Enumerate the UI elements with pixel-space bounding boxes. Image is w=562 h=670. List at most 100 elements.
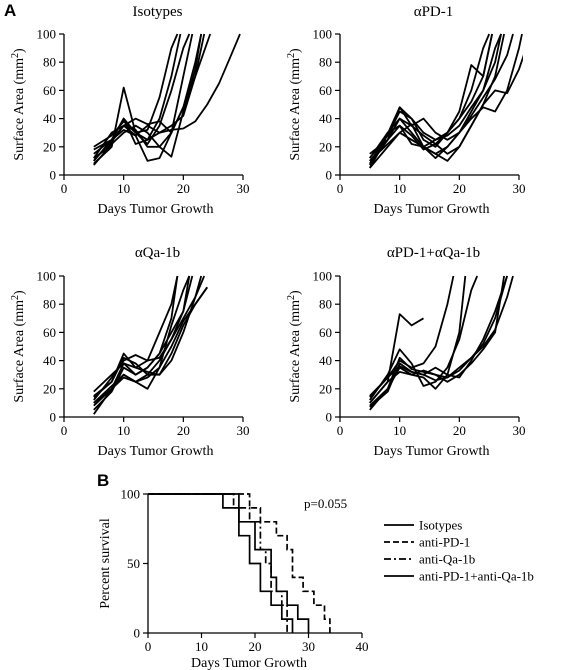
x-tick-label: 20 <box>453 181 466 196</box>
y-tick-label: 40 <box>43 353 56 368</box>
x-tick-label: 0 <box>145 639 152 654</box>
y-axis-label-superscript: 2 <box>10 295 21 300</box>
tumor-line-mouse-9 <box>369 54 523 159</box>
survival-curve-anti-pd-1-anti-qa-1b <box>148 493 310 633</box>
chart-title: Isotypes <box>133 4 183 20</box>
tumor-line-mouse-5 <box>93 275 191 411</box>
tumor-chart-isotypes: Isotypes 0 10 20 30 0 20 40 60 80 100 Days Tumor Gr… <box>10 4 250 217</box>
y-tick-label: 20 <box>43 381 56 396</box>
p-value-annotation: p=0.055 <box>304 496 347 511</box>
y-tick-label: 60 <box>43 325 56 340</box>
y-axis-label-superscript: 2 <box>10 53 21 58</box>
y-tick-label: 60 <box>43 83 56 98</box>
y-axis-label: Surface Area (mm2) <box>10 290 27 403</box>
y-tick-label: 40 <box>319 111 332 126</box>
y-axis-label-main: Surface Area (mm <box>288 58 303 161</box>
series-group <box>93 33 241 166</box>
legend-entry: Isotypes <box>419 518 462 533</box>
legend-entry: anti-PD-1+anti-Qa-1b <box>419 569 534 584</box>
y-tick-label: 60 <box>319 83 332 98</box>
x-tick-label: 0 <box>337 423 344 438</box>
legend-entry: anti-PD-1 <box>419 535 470 550</box>
y-tick-label: 20 <box>319 381 332 396</box>
y-tick-label: 80 <box>43 297 56 312</box>
x-tick-label: 0 <box>337 181 344 196</box>
tumor-line-mouse-6 <box>93 286 208 398</box>
y-tick-label: 0 <box>134 626 141 641</box>
tumor-chart-apd1: αPD-1 0 10 20 30 0 20 40 60 80 100 Days Tumor Growt… <box>286 4 526 217</box>
x-tick-label: 10 <box>117 181 130 196</box>
y-tick-label: 100 <box>313 27 333 42</box>
x-tick-label: 10 <box>393 181 406 196</box>
y-axis-label: Surface Area (mm2) <box>286 290 303 403</box>
y-axis-label-main: Surface Area (mm <box>12 300 27 403</box>
x-tick-label: 30 <box>237 181 250 196</box>
panel-b-letter: B <box>97 471 109 490</box>
x-tick-label: 20 <box>177 181 190 196</box>
y-tick-label: 100 <box>313 269 333 284</box>
x-tick-label: 20 <box>453 423 466 438</box>
y-axis-label: Surface Area (mm2) <box>10 48 27 161</box>
x-tick-label: 0 <box>61 181 68 196</box>
tumor-line-mouse-7 <box>369 275 505 404</box>
tumor-line-mouse-2 <box>93 33 191 165</box>
y-axis-label-main: Surface Area (mm <box>12 58 27 161</box>
x-axis-label: Days Tumor Growth <box>191 656 307 670</box>
x-axis-label: Days Tumor Growth <box>98 202 214 217</box>
tumor-line-mouse-8 <box>93 33 203 162</box>
y-tick-label: 0 <box>50 410 57 425</box>
panel-a-letter: A <box>4 1 16 20</box>
chart-title: αPD-1 <box>414 4 454 20</box>
y-tick-label: 80 <box>43 55 56 70</box>
y-tick-label: 80 <box>319 55 332 70</box>
y-tick-label: 60 <box>319 325 332 340</box>
x-axis-label: Days Tumor Growth <box>374 202 490 217</box>
tumor-line-mouse-7 <box>93 286 208 404</box>
tumor-line-mouse-6 <box>369 275 514 408</box>
series-group <box>369 33 523 169</box>
y-axis-label-close: ) <box>288 290 303 295</box>
y-tick-label: 40 <box>43 111 56 126</box>
x-tick-label: 30 <box>513 423 526 438</box>
series-group <box>369 275 514 411</box>
x-tick-label: 10 <box>393 423 406 438</box>
x-axis-label: Days Tumor Growth <box>374 444 490 459</box>
y-tick-label: 0 <box>326 410 333 425</box>
x-tick-label: 0 <box>61 423 68 438</box>
y-axis-label-superscript: 2 <box>286 295 297 300</box>
x-tick-label: 20 <box>249 639 262 654</box>
x-tick-label: 30 <box>237 423 250 438</box>
tumor-line-mouse-8 <box>369 33 502 166</box>
y-tick-label: 100 <box>37 269 57 284</box>
y-tick-label: 50 <box>127 556 140 571</box>
y-tick-label: 0 <box>326 168 333 183</box>
tumor-line-mouse-9 <box>93 33 179 155</box>
tumor-chart-aqa1b: αQa-1b 0 10 20 30 0 20 40 60 80 100 Days Tumor Grow… <box>10 245 250 459</box>
y-tick-label: 100 <box>121 487 141 502</box>
y-axis-label-close: ) <box>12 290 27 295</box>
survival-curve-anti-pd-1 <box>148 493 331 633</box>
tumor-line-mouse-6 <box>93 33 203 166</box>
y-tick-label: 40 <box>319 353 332 368</box>
x-axis-label: Days Tumor Growth <box>98 444 214 459</box>
y-axis-label-main: Surface Area (mm <box>288 300 303 403</box>
x-tick-label: 30 <box>302 639 315 654</box>
tumor-line-mouse-5 <box>369 275 479 401</box>
chart-title: αPD-1+αQa-1b <box>387 245 480 261</box>
tumor-line-mouse-4 <box>93 275 206 407</box>
tumor-line-mouse-9 <box>93 275 191 415</box>
y-axis-label-superscript: 2 <box>286 53 297 58</box>
y-axis-label-close: ) <box>288 48 303 53</box>
tumor-line-mouse-7 <box>369 33 514 162</box>
tumor-chart-apd1-aqa1b: αPD-1+αQa-1b 0 10 20 30 0 20 40 60 80 100 Days Tumo… <box>286 245 526 459</box>
tumor-line-mouse-3 <box>93 33 194 162</box>
x-tick-label: 10 <box>195 639 208 654</box>
y-axis-label: Percent survival <box>98 518 113 609</box>
x-tick-label: 40 <box>356 639 369 654</box>
survival-curve-isotypes <box>148 493 294 633</box>
legend-entry: anti-Qa-1b <box>419 552 475 567</box>
tumor-line-mouse-8 <box>93 275 194 393</box>
series-group <box>93 275 208 415</box>
y-axis-label: Surface Area (mm2) <box>286 48 303 161</box>
